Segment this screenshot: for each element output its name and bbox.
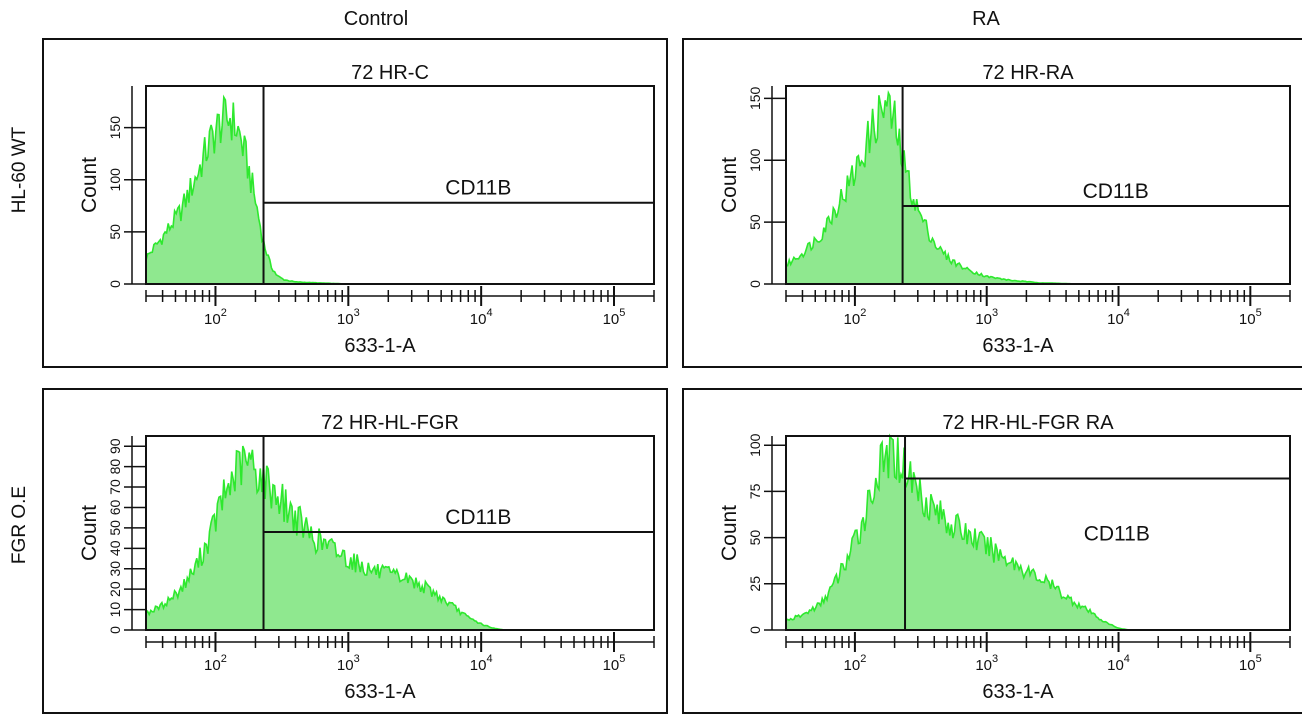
x-tick-label: 102 [844, 307, 867, 328]
x-axis-label: 633-1-A [344, 681, 416, 703]
histogram-area [145, 445, 654, 631]
x-tick-label: 105 [603, 653, 626, 674]
histogram-area [785, 89, 1290, 285]
y-tick-label: 20 [107, 581, 123, 597]
x-tick-label: 103 [337, 307, 360, 328]
y-axis-label: Count [78, 157, 101, 213]
x-tick-label: 103 [337, 653, 360, 674]
y-tick-label: 0 [107, 280, 123, 288]
plot-title: 72 HR-HL-FGR [321, 412, 459, 434]
x-tick-label: 103 [975, 653, 998, 674]
gate-label: CD11B [445, 177, 511, 200]
y-tick-label: 60 [107, 499, 123, 515]
plot-frame [785, 435, 1291, 631]
y-tick-label: 50 [107, 224, 123, 240]
x-axis-label: 633-1-A [982, 335, 1054, 357]
x-tick-label: 103 [975, 307, 998, 328]
plot-title: 72 HR-HL-FGR RA [942, 412, 1114, 434]
y-tick-label: 70 [107, 479, 123, 495]
gate-label: CD11B [445, 506, 511, 529]
y-tick-label: 150 [747, 86, 763, 110]
y-tick-label: 50 [747, 214, 763, 230]
row-title-hl60-wt: HL-60 WT [9, 126, 30, 214]
histogram-panel: 72 HR-C Count CD11B 0 50 100 150 102 103 104 105 63… [42, 38, 668, 368]
histogram-svg: 72 HR-C Count CD11B 0 50 100 150 102 103 104 105 63… [78, 62, 655, 357]
x-axis-label: 633-1-A [344, 335, 416, 357]
plot-title: 72 HR-C [351, 62, 429, 84]
y-tick-label: 50 [107, 520, 123, 536]
y-tick-label: 50 [747, 530, 763, 546]
y-tick-label: 30 [107, 561, 123, 577]
x-tick-label: 105 [1239, 307, 1262, 328]
y-tick-label: 25 [747, 576, 763, 592]
histogram-area [145, 94, 654, 285]
y-axis-label: Count [78, 505, 101, 561]
plot-frame [145, 435, 655, 631]
y-tick-label: 150 [107, 116, 123, 140]
gate-label: CD11B [1083, 180, 1149, 203]
column-title-ra: RA [972, 8, 1000, 30]
y-axis-label: Count [718, 157, 741, 213]
histogram-svg: 72 HR-RA Count CD11B 0 50 100 150 102 103 104 105 6… [718, 62, 1291, 357]
y-tick-label: 0 [747, 280, 763, 288]
plot-frame [785, 85, 1291, 285]
x-tick-label: 104 [1107, 653, 1130, 674]
histogram-panel: 72 HR-HL-FGR Count CD11B 0 10 20 30 40 50 60 70 80 9… [42, 388, 668, 714]
y-tick-label: 0 [107, 626, 123, 634]
y-tick-label: 75 [747, 483, 763, 499]
x-tick-label: 102 [204, 307, 227, 328]
x-tick-label: 105 [603, 307, 626, 328]
x-tick-label: 104 [470, 307, 493, 328]
x-tick-label: 102 [844, 653, 867, 674]
y-tick-label: 40 [107, 540, 123, 556]
x-tick-label: 102 [204, 653, 227, 674]
histogram-panel: 72 HR-HL-FGR RA Count CD11B 0 25 50 75 100 102 10… [682, 388, 1302, 714]
row-title-fgr-oe: FGR O.E [9, 485, 30, 565]
histogram-svg: 72 HR-HL-FGR RA Count CD11B 0 25 50 75 100 102 10… [718, 412, 1291, 703]
x-tick-label: 105 [1239, 653, 1262, 674]
histogram-panel: 72 HR-RA Count CD11B 0 50 100 150 102 103 104 105 6… [682, 38, 1302, 368]
column-title-control: Control [343, 8, 409, 30]
y-tick-label: 80 [107, 459, 123, 475]
gate-label: CD11B [1084, 522, 1150, 545]
y-tick-label: 100 [747, 433, 763, 457]
y-tick-label: 90 [107, 438, 123, 454]
histogram-svg: 72 HR-HL-FGR Count CD11B 0 10 20 30 40 50 60 70 80 9… [78, 412, 655, 703]
y-tick-label: 0 [747, 626, 763, 634]
x-axis-label: 633-1-A [982, 681, 1054, 703]
histogram-area [785, 433, 1290, 631]
x-tick-label: 104 [1107, 307, 1130, 328]
y-axis-label: Count [718, 505, 741, 561]
plot-title: 72 HR-RA [982, 62, 1074, 84]
y-tick-label: 10 [107, 602, 123, 618]
y-tick-label: 100 [107, 168, 123, 192]
y-tick-label: 100 [747, 148, 763, 172]
plot-frame [145, 85, 655, 285]
x-tick-label: 104 [470, 653, 493, 674]
